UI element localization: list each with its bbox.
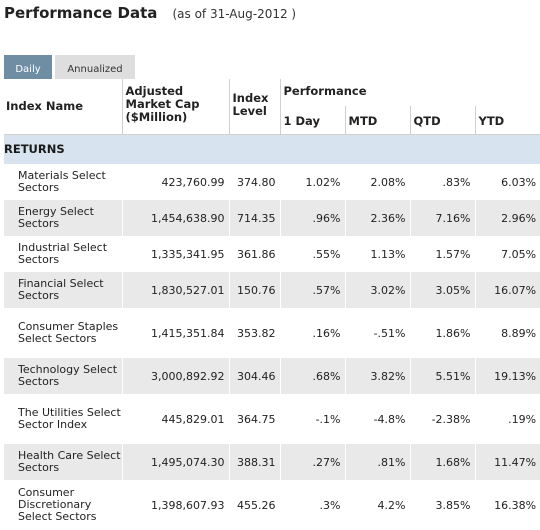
index-name: Technology Select Sectors xyxy=(4,358,122,394)
index-name: Materials Select Sectors xyxy=(18,169,106,194)
col-header-qtd: QTD xyxy=(410,106,476,135)
perf-ytd: .19% xyxy=(474,394,540,444)
perf-1-day: .3% xyxy=(279,480,345,530)
perf-1-day: .55% xyxy=(279,236,345,272)
index-level: 374.80 xyxy=(228,164,280,200)
col-header-index-name: Index Name xyxy=(4,79,123,135)
perf-ytd: 11.47% xyxy=(474,444,540,480)
index-level: 364.75 xyxy=(228,394,280,444)
perf-ytd: 2.96% xyxy=(474,200,540,236)
as-of-date: (as of 31-Aug-2012 ) xyxy=(172,7,297,21)
index-name: Industrial Select Sectors xyxy=(18,241,108,266)
perf-qtd: 3.05% xyxy=(409,272,475,308)
table-row: Industrial Select Sectors 1,335,341.95 3… xyxy=(4,236,540,272)
index-name: Consumer Discretionary Select Sectors xyxy=(18,486,97,523)
perf-ytd: 8.89% xyxy=(474,308,540,358)
perf-mtd: 1.13% xyxy=(344,236,410,272)
section-label-returns: RETURNS xyxy=(4,134,540,164)
table-row: Consumer Staples Select Sectors 1,415,35… xyxy=(4,308,540,358)
market-cap: 1,454,638.90 xyxy=(121,200,229,236)
col-header-index-level: Index Level xyxy=(229,79,281,135)
table-row: Materials Select Sectors 423,760.99 374.… xyxy=(4,164,540,200)
market-cap: 1,335,341.95 xyxy=(121,236,229,272)
table-row: The Utilities Select Sector Index 445,82… xyxy=(4,394,540,444)
index-level: 388.31 xyxy=(228,444,280,480)
index-name: Consumer Staples Select Sectors xyxy=(18,320,119,345)
col-header-market-cap: Adjusted Market Cap ($Million) xyxy=(122,79,230,135)
market-cap: 3,000,892.92 xyxy=(121,358,229,394)
index-name: Financial Select Sectors xyxy=(4,272,122,308)
index-name: Energy Select Sectors xyxy=(4,200,122,236)
perf-qtd: 1.68% xyxy=(409,444,475,480)
index-name: The Utilities Select Sector Index xyxy=(18,406,121,431)
perf-ytd: 16.38% xyxy=(474,480,540,530)
perf-ytd: 7.05% xyxy=(474,236,540,272)
perf-qtd: 3.85% xyxy=(409,480,475,530)
col-header-1-day: 1 Day xyxy=(280,106,346,135)
perf-1-day: 1.02% xyxy=(279,164,345,200)
perf-mtd: -4.8% xyxy=(344,394,410,444)
perf-mtd: .81% xyxy=(344,444,410,480)
table-row: Consumer Discretionary Select Sectors 1,… xyxy=(4,480,540,530)
index-level: 353.82 xyxy=(228,308,280,358)
perf-qtd: 1.57% xyxy=(409,236,475,272)
table-row: Financial Select Sectors 1,830,527.01 15… xyxy=(4,272,540,308)
perf-1-day: .16% xyxy=(279,308,345,358)
perf-1-day: .57% xyxy=(279,272,345,308)
perf-1-day: .96% xyxy=(279,200,345,236)
perf-mtd: 2.36% xyxy=(344,200,410,236)
page-header: Performance Data (as of 31-Aug-2012 ) xyxy=(4,3,296,23)
perf-ytd: 6.03% xyxy=(474,164,540,200)
table-row: Energy Select Sectors 1,454,638.90 714.3… xyxy=(4,200,540,236)
performance-table: Index Name Adjusted Market Cap ($Million… xyxy=(4,79,540,530)
perf-mtd: 2.08% xyxy=(344,164,410,200)
perf-mtd: 3.82% xyxy=(344,358,410,394)
perf-1-day: .68% xyxy=(279,358,345,394)
tab-annualized[interactable]: Annualized xyxy=(55,55,135,79)
index-name: Health Care Select Sectors xyxy=(4,444,122,480)
col-header-mtd: MTD xyxy=(345,106,411,135)
tab-daily[interactable]: Daily xyxy=(4,55,52,79)
perf-mtd: 3.02% xyxy=(344,272,410,308)
index-level: 714.35 xyxy=(228,200,280,236)
index-level: 150.76 xyxy=(228,272,280,308)
market-cap: 423,760.99 xyxy=(121,164,229,200)
perf-1-day: -.1% xyxy=(279,394,345,444)
index-level: 361.86 xyxy=(228,236,280,272)
perf-qtd: 1.86% xyxy=(409,308,475,358)
perf-ytd: 19.13% xyxy=(474,358,540,394)
table-row: Technology Select Sectors 3,000,892.92 3… xyxy=(4,358,540,394)
page-title: Performance Data xyxy=(4,4,158,22)
market-cap: 445,829.01 xyxy=(121,394,229,444)
perf-mtd: 4.2% xyxy=(344,480,410,530)
perf-ytd: 16.07% xyxy=(474,272,540,308)
index-level: 304.46 xyxy=(228,358,280,394)
perf-1-day: .27% xyxy=(279,444,345,480)
perf-qtd: .83% xyxy=(409,164,475,200)
index-level: 455.26 xyxy=(228,480,280,530)
col-header-ytd: YTD xyxy=(475,106,540,135)
col-header-performance: Performance xyxy=(283,84,367,98)
market-cap: 1,415,351.84 xyxy=(121,308,229,358)
market-cap: 1,830,527.01 xyxy=(121,272,229,308)
perf-qtd: -2.38% xyxy=(409,394,475,444)
perf-qtd: 5.51% xyxy=(409,358,475,394)
market-cap: 1,398,607.93 xyxy=(121,480,229,530)
market-cap: 1,495,074.30 xyxy=(121,444,229,480)
perf-mtd: -.51% xyxy=(344,308,410,358)
table-row: Health Care Select Sectors 1,495,074.30 … xyxy=(4,444,540,480)
perf-qtd: 7.16% xyxy=(409,200,475,236)
